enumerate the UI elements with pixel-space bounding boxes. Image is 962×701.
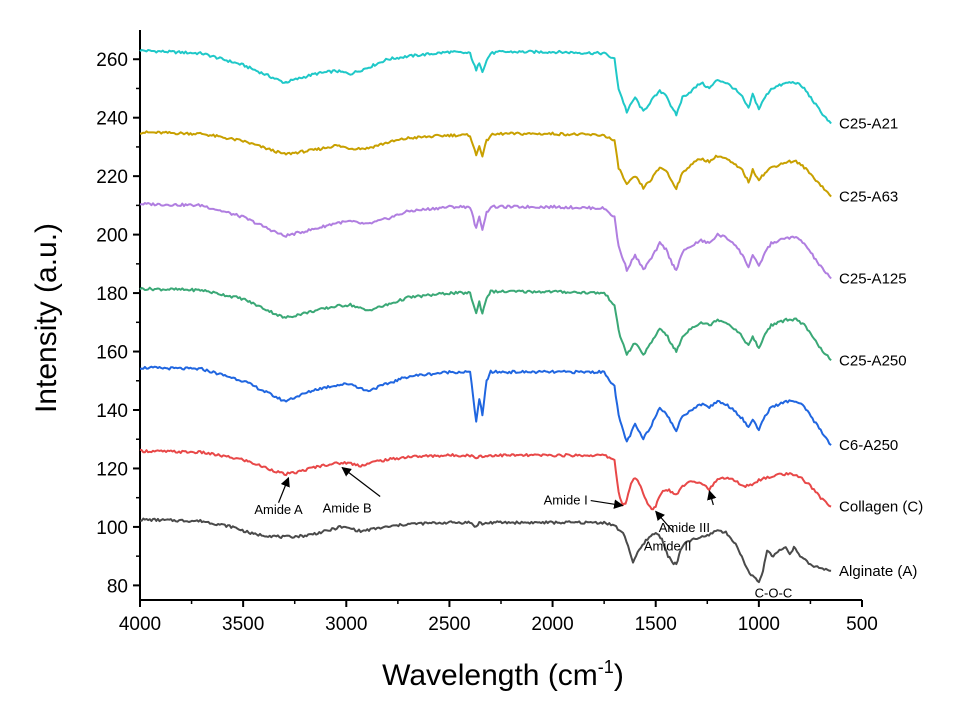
series-line-alginate-a (139, 517, 832, 584)
annotation-label: Amide A (254, 502, 303, 517)
y-tick-label: 100 (96, 518, 128, 539)
x-tick-label: 1000 (738, 614, 780, 635)
annotation-layer: Amide A Amide B Amide I Amide II Amide III C-… (254, 466, 793, 600)
annotation-label: Amide I (544, 493, 588, 508)
annotation-arrow (277, 476, 290, 503)
tick-layer: 4000 3500 3000 2500 2000 1500 1000 500 80 100 120 1… (96, 50, 878, 635)
series-label: C25-A125 (839, 270, 907, 287)
plot-frame (139, 30, 862, 601)
annotation-label: Amide II (644, 538, 692, 553)
y-tick-label: 220 (96, 167, 128, 188)
series-label: C25-A250 (839, 352, 907, 369)
x-tick-label: 1500 (635, 614, 677, 635)
y-tick-label: 240 (96, 109, 128, 130)
annotation-label: Amide B (323, 501, 372, 516)
annotation-arrow (707, 490, 717, 506)
x-tick-label: 2000 (531, 614, 573, 635)
y-tick-label: 160 (96, 343, 128, 364)
x-axis-title-sup: -1 (598, 657, 614, 677)
y-tick-label: 260 (96, 50, 128, 71)
series-label: C25-A21 (839, 116, 898, 133)
series-line-c25-a63 (139, 130, 832, 198)
y-tick-label: 180 (96, 284, 128, 305)
series-line-c6-a250 (139, 365, 832, 446)
x-tick-label: 3000 (325, 614, 367, 635)
annotation-arrow (590, 499, 624, 509)
x-axis-title-text: Wavelength (cm (382, 659, 598, 692)
series-label: C6-A250 (839, 437, 898, 454)
series-label: C25-A63 (839, 189, 898, 206)
y-tick-label: 80 (107, 576, 128, 597)
x-axis-title: Wavelength (cm-1) (382, 657, 624, 692)
annotation-label: Amide III (659, 520, 710, 535)
x-tick-label: 3500 (222, 614, 264, 635)
x-tick-label: 4000 (119, 614, 161, 635)
y-tick-label: 120 (96, 459, 128, 480)
series-label: Alginate (A) (839, 563, 917, 580)
x-axis-title-close: ) (614, 659, 624, 692)
x-tick-label: 2500 (428, 614, 470, 635)
series-line-collagen-c (139, 448, 832, 511)
x-tick-label: 500 (846, 614, 878, 635)
y-tick-label: 140 (96, 401, 128, 422)
series-line-c25-a125 (139, 202, 832, 280)
annotation-arrow (341, 466, 381, 498)
series-line-c25-a21 (139, 48, 832, 125)
y-tick-label: 200 (96, 226, 128, 247)
series-line-c25-a250 (139, 286, 832, 362)
annotation-label: C-O-C (755, 585, 793, 600)
annotation-arrow (655, 510, 675, 533)
series-layer (139, 48, 832, 584)
series-label: Collagen (C) (839, 498, 923, 515)
y-axis-title: Intensity (a.u.) (30, 223, 63, 413)
label-layer: C25-A21 C25-A63 C25-A125 C25-A250 C6-A250 Col… (839, 116, 923, 580)
